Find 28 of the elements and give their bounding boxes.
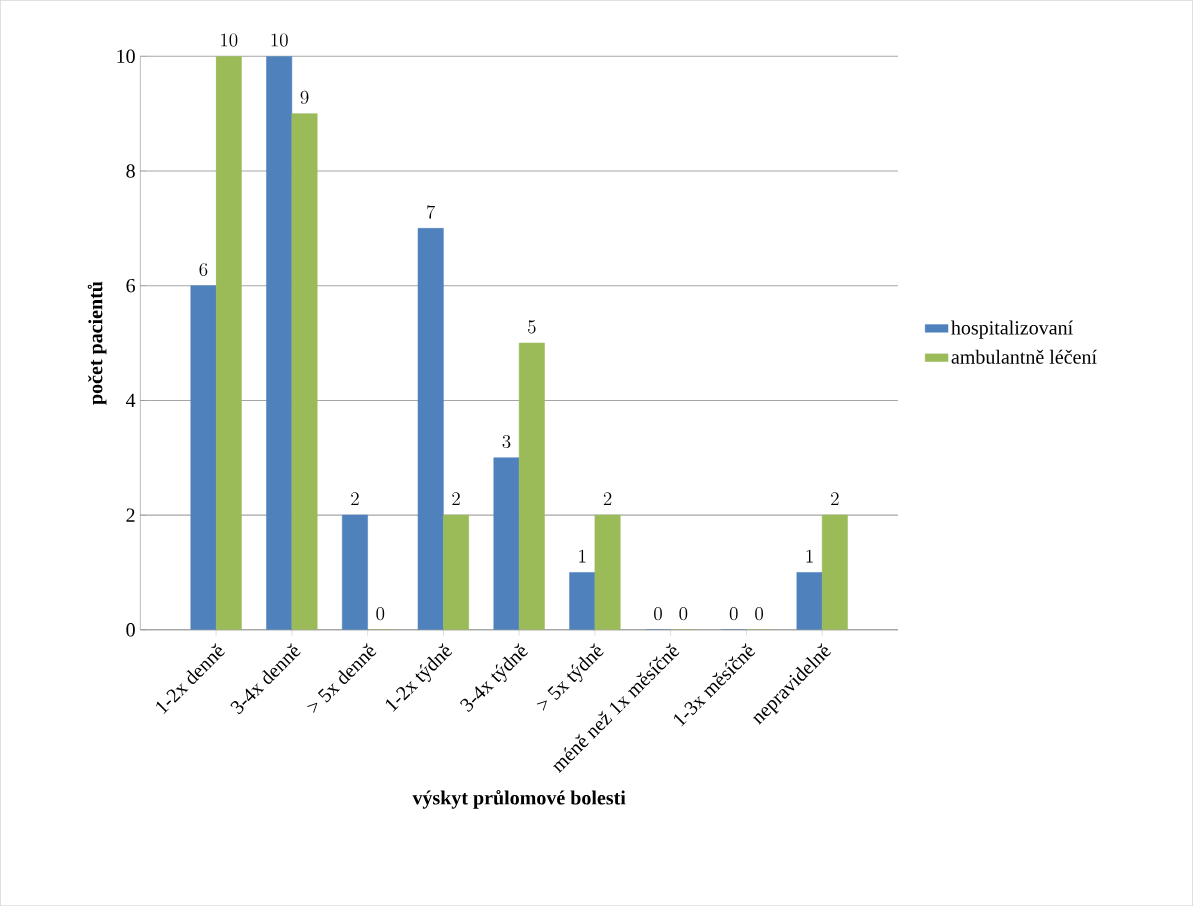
y-tick-label: 8 <box>126 164 135 178</box>
data-label: 0 <box>376 606 385 621</box>
data-label: 0 <box>755 606 763 621</box>
data-label: 1 <box>806 549 813 563</box>
y-axis-title: počet pacientů <box>87 281 107 405</box>
data-label: 0 <box>729 606 738 621</box>
legend-label: ambulantně léčení <box>951 349 1097 364</box>
data-label: 6 <box>199 262 208 276</box>
y-tick-label: 2 <box>126 508 135 522</box>
data-label: 2 <box>831 492 839 505</box>
data-label: 0 <box>654 606 662 621</box>
y-tick-label: 4 <box>126 393 136 407</box>
data-label: 0 <box>679 606 688 621</box>
data-label: 1 <box>579 549 586 563</box>
data-label: 9 <box>300 90 309 104</box>
data-label: 2 <box>452 492 460 505</box>
data-label: 2 <box>603 492 612 505</box>
x-axis-title: výskyt průlomové bolesti <box>412 789 626 809</box>
data-label: 3 <box>502 434 511 449</box>
data-label: 7 <box>427 205 436 219</box>
y-tick-label: 6 <box>126 278 136 293</box>
data-label: 5 <box>528 320 536 334</box>
data-label: 10 <box>271 33 288 47</box>
legend-label: hospitalizovaní <box>951 320 1073 339</box>
data-label: 10 <box>221 33 238 47</box>
y-tick-label: 0 <box>126 622 135 637</box>
data-label: 2 <box>351 492 359 505</box>
y-tick-label: 10 <box>117 49 135 63</box>
